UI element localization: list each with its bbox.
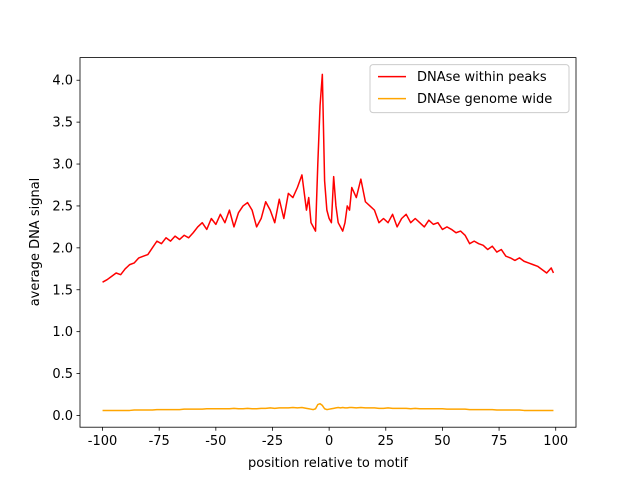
legend-label: DNAse within peaks bbox=[417, 70, 547, 85]
y-tick-label: 3.5 bbox=[52, 116, 73, 131]
x-axis-label: position relative to motif bbox=[248, 456, 408, 471]
y-tick-label: 4.0 bbox=[52, 74, 73, 89]
plot-frame bbox=[79, 57, 577, 428]
y-tick-label: 1.0 bbox=[52, 325, 73, 340]
x-tick-label: 100 bbox=[543, 434, 568, 449]
x-tick-label: -50 bbox=[205, 434, 226, 449]
y-tick-label: 0.5 bbox=[52, 367, 73, 382]
y-tick-label: 3.0 bbox=[52, 158, 73, 173]
y-tick-label: 2.5 bbox=[52, 199, 73, 214]
data-line bbox=[102, 73, 555, 283]
legend-box bbox=[369, 64, 570, 114]
legend-label: DNAse genome wide bbox=[417, 92, 552, 107]
data-line bbox=[102, 402, 554, 412]
x-tick-label: -75 bbox=[149, 434, 170, 449]
x-tick-label: 50 bbox=[434, 434, 451, 449]
y-tick-label: 1.5 bbox=[52, 283, 73, 298]
x-tick-label: -25 bbox=[262, 434, 283, 449]
y-tick-label: 0.0 bbox=[52, 409, 73, 424]
x-tick-label: 25 bbox=[378, 434, 395, 449]
x-tick-label: 75 bbox=[491, 434, 508, 449]
y-axis-label: average DNA signal bbox=[28, 178, 43, 307]
x-tick-label: -100 bbox=[88, 434, 118, 449]
y-tick-label: 2.0 bbox=[52, 241, 73, 256]
x-tick-label: 0 bbox=[325, 434, 333, 449]
